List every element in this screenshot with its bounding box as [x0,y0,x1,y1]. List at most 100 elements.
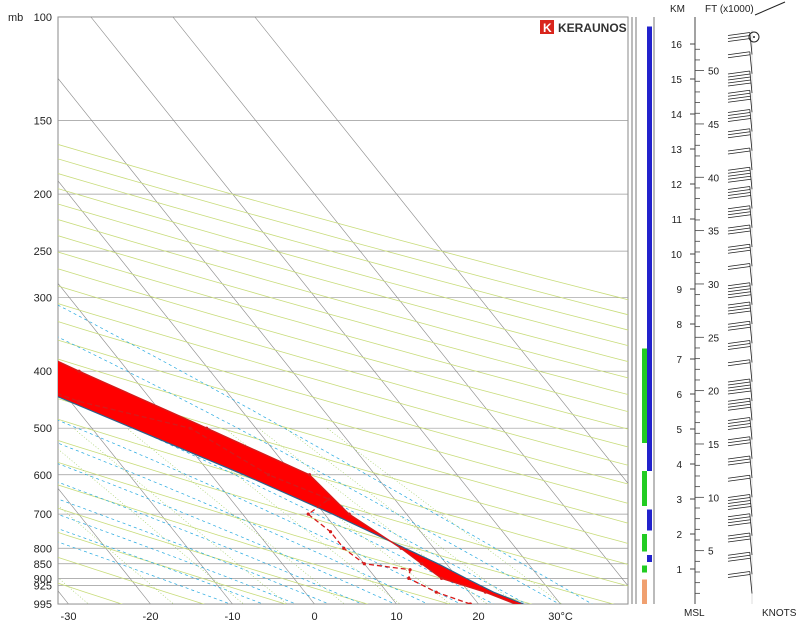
wind-barb-feather [727,243,750,248]
dry-adiabat [58,378,628,544]
wind-barb-feather [727,109,750,113]
temperature-point [483,590,488,594]
temperature-tick-label: -30 [61,611,77,623]
dry-adiabat [58,556,205,604]
cloud-layer [647,555,652,562]
wind-barb-feather [727,423,751,427]
wind-barb-feather [727,538,751,543]
wind-barb-feather [727,397,750,402]
wind-barb-feather [727,497,751,501]
wind-barb-feather [727,387,751,392]
wind-barb-feather [727,224,750,229]
km-tick-label: 7 [676,355,682,366]
wind-barb-feather [727,288,751,293]
wind-barb-feather [727,92,751,97]
ft-tick-label: 5 [708,547,714,558]
wind-barb-feather [727,519,751,524]
dry-adiabat [58,418,628,587]
km-tick-label: 8 [676,320,682,331]
dry-adiabat [58,321,628,485]
wind-calm-symbol [748,31,760,43]
moist-adiabat [58,442,429,604]
km-tick-label: 10 [671,250,683,261]
wind-barb-feather [727,82,752,87]
temperature-point [420,562,424,566]
wind-barb-staff [749,455,753,479]
wind-barb-feather [727,417,750,421]
dry-adiabat [58,188,628,347]
wind-barb-feather [727,516,751,521]
temperature-tick-label: 0 [311,611,317,623]
wind-barb-feather [727,310,751,315]
wind-barb-feather [727,131,751,136]
dewpoint-point [328,530,333,534]
temperature-tick-label: 30°C [548,611,573,623]
dry-adiabat [58,303,628,466]
wind-barb-feather [727,249,751,254]
ft-tick-label: 25 [708,333,720,344]
dry-adiabat [58,461,533,604]
wind-barb-feather [727,513,750,518]
mixing-ratio-line [224,427,451,604]
ft-tick-label: 35 [708,227,720,238]
msl-label: MSL [684,608,705,619]
wind-barb-feather [727,246,751,251]
dry-adiabat [58,173,628,331]
wind-barb-staff [749,186,753,209]
wind-barb-feather [727,535,751,540]
dewpoint-point [434,590,438,594]
pressure-tick-label: 925 [34,580,52,592]
wind-barb-feather [727,169,751,174]
wind-barb-feather [727,346,751,350]
isotherm [90,17,561,604]
wind-barb-feather [727,285,751,290]
wind-unit-label: KNOTS [762,608,797,619]
wind-barb-feather [727,70,750,75]
wind-barb-staff [749,513,753,536]
wind-barb-feather [727,439,751,444]
wind-barb-staff [749,51,753,74]
dewpoint-point [342,546,346,550]
pressure-tick-label: 400 [34,366,52,378]
cloud-layer [647,443,652,471]
wind-barb-staff [749,167,753,190]
wind-barb-feather [727,35,751,39]
moist-adiabat [58,498,330,604]
wind-barb-feather [727,461,751,466]
temperature-point [77,369,81,373]
temperature-tick-label: -20 [143,611,159,623]
wind-barb-staff [749,128,753,151]
wind-barb-feather [727,571,750,575]
wind-barb-feather [727,79,751,84]
dewpoint-point [408,568,412,572]
wind-barb-staff [749,205,753,228]
wind-barb-feather [727,134,751,139]
wind-barb-feather [727,98,751,103]
pressure-unit-label: mb [8,12,23,24]
moist-adiabat [58,528,264,604]
wind-barb-feather [727,175,751,180]
km-tick-label: 4 [676,460,682,471]
dewpoint-point [76,399,81,403]
dry-adiabat [58,235,628,395]
cloud-layer-strip [642,26,652,604]
dewpoint-point [468,602,472,604]
wind-barb-feather [727,403,751,408]
wind-barb-feather [727,205,750,210]
temperature-tick-label: 20 [472,611,484,623]
temperature-point [205,426,209,430]
wind-barb-feather [727,211,751,216]
wind-barb-staff [749,224,753,248]
wind-barb-feather [727,54,751,59]
wind-barb-feather [727,390,752,395]
temperature-tick-label: -10 [225,611,241,623]
pressure-tick-label: 250 [34,246,52,258]
wind-barb-feather [727,326,751,331]
pressure-tick-label: 600 [34,470,52,482]
wind-barb-feather [727,378,750,383]
wind-barb-feather [727,227,751,232]
wind-barb-feather [727,89,750,94]
dewpoint-point [407,576,411,580]
temperature-point [347,512,351,516]
ft-tick-label: 40 [708,173,720,184]
